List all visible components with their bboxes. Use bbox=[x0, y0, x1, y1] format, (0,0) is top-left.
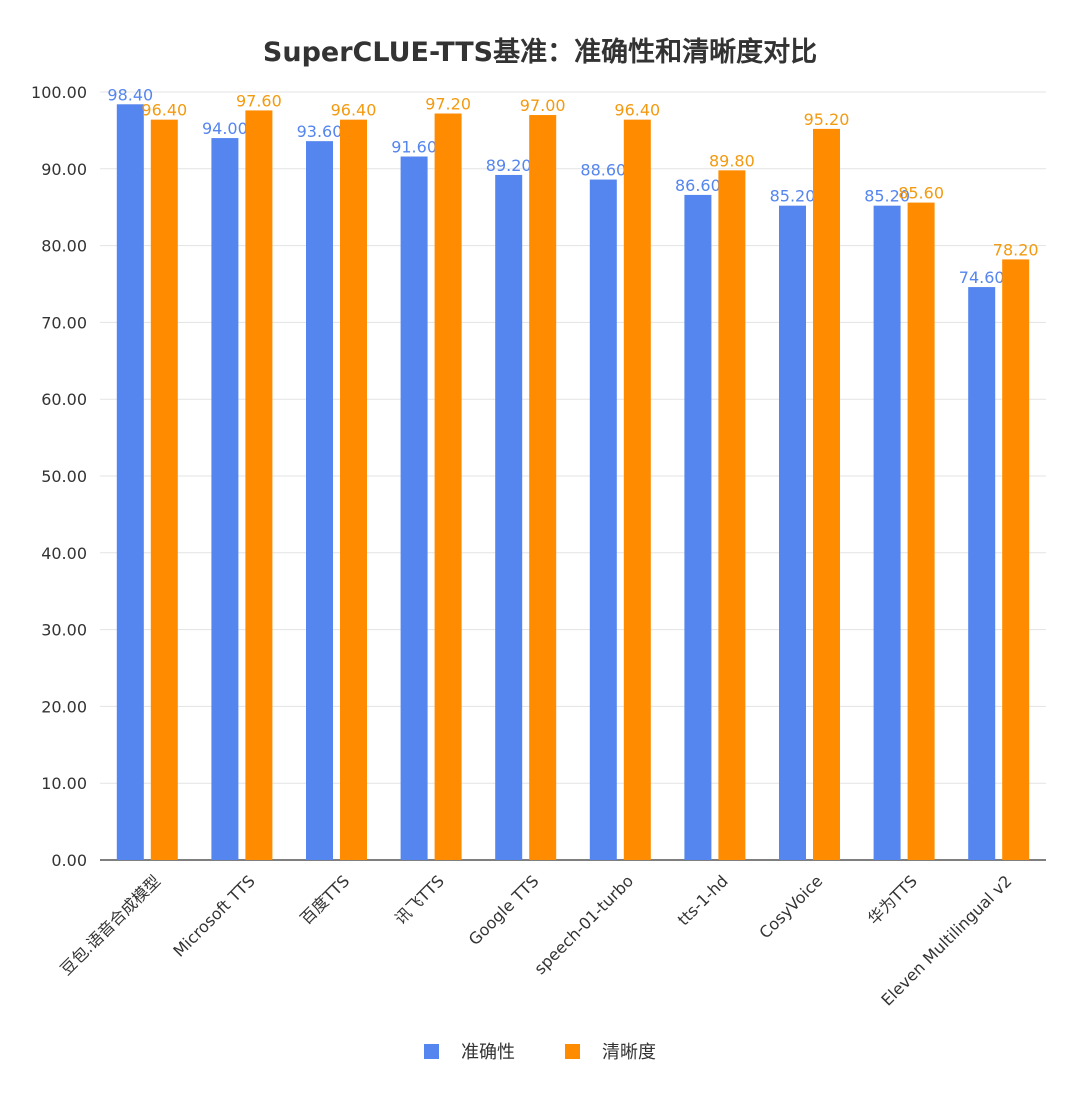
bar-clarity bbox=[340, 119, 367, 860]
bar-clarity bbox=[718, 170, 746, 860]
data-label-accuracy: 85.20 bbox=[864, 187, 910, 206]
x-tick-label: 百度TTS bbox=[296, 871, 353, 928]
y-tick-label: 60.00 bbox=[41, 390, 87, 409]
y-tick-label: 80.00 bbox=[41, 237, 87, 256]
bar-clarity bbox=[813, 128, 840, 860]
data-label-clarity: 97.20 bbox=[425, 95, 471, 114]
data-label-accuracy: 86.60 bbox=[675, 176, 721, 195]
bar-accuracy bbox=[589, 179, 617, 860]
bar-accuracy bbox=[116, 104, 144, 860]
bar-clarity bbox=[907, 202, 935, 861]
y-tick-label: 40.00 bbox=[41, 544, 87, 563]
x-tick-label: 华为TTS bbox=[864, 871, 921, 928]
legend-label-accuracy: 准确性 bbox=[461, 1042, 515, 1063]
bar-accuracy bbox=[400, 156, 428, 861]
data-label-accuracy: 98.40 bbox=[107, 85, 153, 104]
data-label-clarity: 85.60 bbox=[898, 184, 944, 203]
y-tick-label: 30.00 bbox=[41, 621, 87, 640]
y-tick-label: 10.00 bbox=[41, 774, 87, 793]
y-tick-label: 20.00 bbox=[41, 697, 87, 716]
bar-clarity bbox=[434, 113, 462, 860]
bar-clarity bbox=[150, 119, 178, 860]
x-tick-label: Microsoft TTS bbox=[169, 871, 258, 960]
y-tick-label: 70.00 bbox=[41, 313, 87, 332]
legend-item-accuracy[interactable]: 准确性 bbox=[424, 1038, 515, 1064]
bar-accuracy bbox=[495, 174, 523, 861]
bar-clarity bbox=[245, 110, 273, 860]
data-label-accuracy: 74.60 bbox=[959, 268, 1005, 287]
bar-accuracy bbox=[968, 287, 996, 860]
y-tick-label: 50.00 bbox=[41, 467, 87, 486]
bar-clarity bbox=[623, 119, 651, 860]
bar-clarity bbox=[1002, 259, 1030, 860]
bar-clarity bbox=[529, 115, 557, 861]
data-label-clarity: 96.40 bbox=[331, 101, 377, 120]
data-label-accuracy: 93.60 bbox=[297, 122, 343, 141]
data-label-clarity: 97.00 bbox=[520, 96, 566, 115]
bar-chart: 0.00 10.00 20.00 30.00 40.00 50.00 60.00 70.00 8… bbox=[31, 83, 1046, 1010]
x-tick-label: Google TTS bbox=[465, 871, 543, 949]
bar-accuracy bbox=[873, 205, 901, 860]
legend: 准确性 清晰度 bbox=[0, 1038, 1080, 1064]
bar-accuracy bbox=[211, 138, 239, 860]
data-label-accuracy: 94.00 bbox=[202, 119, 248, 138]
y-tick-label: 90.00 bbox=[41, 160, 87, 179]
bar-accuracy bbox=[306, 141, 333, 861]
legend-swatch-clarity bbox=[565, 1043, 580, 1059]
data-label-accuracy: 89.20 bbox=[486, 156, 532, 175]
x-tick-label: speech-01-turbo bbox=[530, 871, 637, 978]
data-label-clarity: 97.60 bbox=[236, 91, 282, 110]
data-label-clarity: 95.20 bbox=[804, 110, 850, 129]
x-tick-label: 豆包.语音合成模型 bbox=[57, 871, 165, 979]
data-label-clarity: 96.40 bbox=[614, 101, 660, 120]
y-tick-label: 100.00 bbox=[31, 83, 87, 102]
y-tick-label: 0.00 bbox=[51, 851, 87, 870]
chart-title: SuperCLUE-TTS基准：准确性和清晰度对比 bbox=[262, 37, 818, 68]
legend-item-clarity[interactable]: 清晰度 bbox=[565, 1038, 656, 1064]
bar-accuracy bbox=[684, 194, 712, 861]
data-label-accuracy: 88.60 bbox=[580, 161, 626, 180]
data-label-clarity: 78.20 bbox=[993, 240, 1039, 259]
data-label-accuracy: 91.60 bbox=[391, 138, 437, 157]
x-tick-label: 讯飞TTS bbox=[391, 871, 448, 928]
bar-accuracy bbox=[779, 205, 806, 860]
legend-swatch-accuracy bbox=[424, 1043, 439, 1059]
x-tick-label: tts-1-hd bbox=[674, 871, 732, 929]
data-label-clarity: 89.80 bbox=[709, 151, 755, 170]
data-label-accuracy: 85.20 bbox=[770, 187, 816, 206]
data-label-clarity: 96.40 bbox=[141, 101, 187, 120]
legend-label-clarity: 清晰度 bbox=[602, 1042, 656, 1063]
x-tick-label: CosyVoice bbox=[755, 871, 826, 942]
